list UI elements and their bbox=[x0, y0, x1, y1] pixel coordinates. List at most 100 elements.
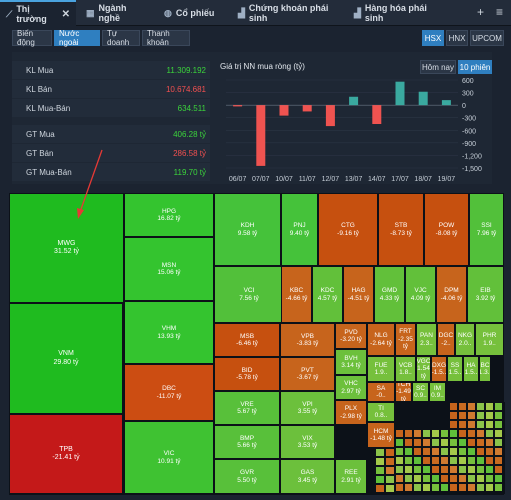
treemap-cell-small[interactable] bbox=[449, 420, 458, 429]
treemap-cell-small[interactable] bbox=[458, 492, 467, 494]
treemap-cell-small[interactable] bbox=[485, 474, 494, 483]
treemap-cell-vci[interactable]: VCI 7.56 tỷ bbox=[214, 266, 284, 323]
treemap-cell-small[interactable] bbox=[404, 465, 413, 474]
treemap-cell-vgc[interactable]: VGC 1.54 tỷ bbox=[416, 356, 431, 382]
treemap-cell-small[interactable] bbox=[440, 456, 449, 465]
treemap-cell-vix[interactable]: VIX 3.53 tỷ bbox=[280, 425, 335, 459]
treemap-cell-small[interactable] bbox=[404, 447, 413, 456]
subtab-liquidity[interactable]: Thanh khoản bbox=[142, 29, 190, 47]
treemap-cell-hag[interactable]: HAG -4.51 tỷ bbox=[343, 266, 374, 323]
treemap-cell-small[interactable] bbox=[440, 429, 449, 438]
treemap-cell-nlg[interactable]: NLG -2.64 tỷ bbox=[367, 323, 395, 356]
treemap-cell-small[interactable] bbox=[404, 474, 413, 483]
treemap-cell-bvh[interactable]: BVH 3.14 tỷ bbox=[335, 349, 367, 375]
exchange-hnx[interactable]: HNX bbox=[446, 30, 468, 46]
treemap-cell-small[interactable] bbox=[404, 492, 413, 494]
treemap-cell-small[interactable] bbox=[476, 411, 485, 420]
treemap-cell-small[interactable] bbox=[375, 466, 385, 475]
treemap-cell-small[interactable] bbox=[422, 456, 431, 465]
exchange-hsx[interactable]: HSX bbox=[422, 30, 444, 46]
treemap-cell-small[interactable] bbox=[422, 492, 431, 494]
treemap-cell-small[interactable] bbox=[395, 465, 404, 474]
treemap-cell-small[interactable] bbox=[458, 411, 467, 420]
treemap-cell-dxg[interactable]: DXG -1.5.. bbox=[431, 356, 447, 382]
treemap-cell-small[interactable] bbox=[485, 465, 494, 474]
treemap-cell-small[interactable] bbox=[458, 447, 467, 456]
treemap-cell-small[interactable] bbox=[503, 447, 505, 456]
treemap-cell-small[interactable] bbox=[485, 483, 494, 492]
treemap-cell-vhc[interactable]: VHC 2.97 tỷ bbox=[335, 375, 367, 400]
treemap-cell-small[interactable] bbox=[485, 456, 494, 465]
treemap-cell-small[interactable] bbox=[431, 492, 440, 494]
treemap-cell-small[interactable] bbox=[413, 492, 422, 494]
treemap-cell-small[interactable] bbox=[503, 402, 505, 411]
treemap-cell-small[interactable] bbox=[449, 438, 458, 447]
treemap-cell-small[interactable] bbox=[431, 465, 440, 474]
treemap-cell-small[interactable] bbox=[422, 447, 431, 456]
treemap-cell-small[interactable] bbox=[494, 420, 503, 429]
treemap-cell-vcb[interactable]: VCB 1.8.. bbox=[395, 356, 416, 382]
treemap-cell-tpb[interactable]: TPB -21.41 tỷ bbox=[9, 414, 123, 494]
treemap-cell-small[interactable] bbox=[476, 465, 485, 474]
treemap-cell-small[interactable] bbox=[494, 474, 503, 483]
treemap-cell-small[interactable] bbox=[395, 492, 404, 494]
treemap-cell-gvr[interactable]: GVR 5.50 tỷ bbox=[214, 459, 280, 494]
treemap-cell-small[interactable] bbox=[413, 474, 422, 483]
treemap-cell-small[interactable] bbox=[449, 429, 458, 438]
treemap-cell-small[interactable] bbox=[503, 420, 505, 429]
treemap-cell-small[interactable] bbox=[404, 429, 413, 438]
treemap-cell-small[interactable] bbox=[422, 429, 431, 438]
treemap-cell-small[interactable] bbox=[485, 402, 494, 411]
treemap-cell-ssi[interactable]: SSI 7.96 tỷ bbox=[469, 193, 504, 266]
treemap-cell-small[interactable] bbox=[422, 474, 431, 483]
treemap-cell-small[interactable] bbox=[485, 447, 494, 456]
treemap-cell-small[interactable] bbox=[449, 465, 458, 474]
treemap-cell-small[interactable] bbox=[449, 411, 458, 420]
tab-derivatives[interactable]: ▟ Chứng khoán phái sinh bbox=[232, 0, 344, 26]
treemap-cell-nkg[interactable]: NKG 2.0.. bbox=[455, 323, 475, 356]
treemap-cell-small[interactable] bbox=[476, 474, 485, 483]
tab-commodity-derivatives[interactable]: ▟ Hàng hóa phái sinh bbox=[348, 0, 452, 26]
treemap-cell-small[interactable] bbox=[503, 429, 505, 438]
treemap-cell-small[interactable] bbox=[476, 483, 485, 492]
treemap-cell-kdc[interactable]: KDC 4.57 tỷ bbox=[312, 266, 343, 323]
treemap-cell-small[interactable] bbox=[385, 493, 395, 495]
treemap-cell-small[interactable] bbox=[476, 420, 485, 429]
treemap-cell-small[interactable] bbox=[458, 483, 467, 492]
treemap-cell-small[interactable] bbox=[467, 483, 476, 492]
treemap-cell-vnm[interactable]: VNM 29.80 tỷ bbox=[9, 303, 123, 414]
treemap-cell-ctg[interactable]: CTG -9.16 tỷ bbox=[318, 193, 378, 266]
treemap-cell-dgc[interactable]: DGC -2.. bbox=[437, 323, 455, 356]
treemap-cell-hpg[interactable]: HPG 16.82 tỷ bbox=[124, 193, 214, 237]
menu-icon[interactable]: ≡ bbox=[495, 5, 503, 19]
treemap-cell-small[interactable] bbox=[467, 474, 476, 483]
treemap-cell-small[interactable] bbox=[503, 456, 505, 465]
treemap-cell-small[interactable] bbox=[485, 420, 494, 429]
treemap-cell-pow[interactable]: POW -8.08 tỷ bbox=[424, 193, 469, 266]
tab-market[interactable]: ⟋ Thị trường ✕ bbox=[0, 0, 76, 26]
treemap-cell-small[interactable] bbox=[476, 447, 485, 456]
treemap-cell-small[interactable] bbox=[503, 465, 505, 474]
treemap-cell-small[interactable] bbox=[503, 438, 505, 447]
treemap-cell-small[interactable] bbox=[494, 483, 503, 492]
treemap-cell-small[interactable] bbox=[413, 447, 422, 456]
treemap-cell-small[interactable] bbox=[494, 492, 503, 494]
treemap-cell-small[interactable] bbox=[395, 447, 404, 456]
treemap-cell-ha[interactable]: HA 1.5.. bbox=[463, 356, 479, 382]
treemap-cell-eib[interactable]: EIB 3.92 tỷ bbox=[467, 266, 504, 323]
treemap-cell-small[interactable] bbox=[476, 438, 485, 447]
treemap-cell-small[interactable] bbox=[449, 483, 458, 492]
treemap-cell-small[interactable] bbox=[431, 429, 440, 438]
subtab-fluctuation[interactable]: Biến động bbox=[12, 29, 52, 47]
treemap-cell-small[interactable] bbox=[422, 438, 431, 447]
treemap-cell-tch[interactable]: TCH -1.49 tỷ bbox=[395, 382, 412, 402]
treemap-cell-small[interactable] bbox=[494, 447, 503, 456]
treemap-cell-hcm[interactable]: HCM -1.48 tỷ bbox=[367, 422, 395, 448]
treemap-cell-small[interactable] bbox=[395, 483, 404, 492]
treemap-cell-small[interactable] bbox=[395, 429, 404, 438]
treemap-cell-small[interactable] bbox=[458, 456, 467, 465]
treemap-cell-small[interactable] bbox=[385, 457, 395, 466]
treemap-cell-small[interactable] bbox=[404, 483, 413, 492]
treemap-cell-small[interactable] bbox=[413, 438, 422, 447]
treemap-cell-small[interactable] bbox=[467, 465, 476, 474]
